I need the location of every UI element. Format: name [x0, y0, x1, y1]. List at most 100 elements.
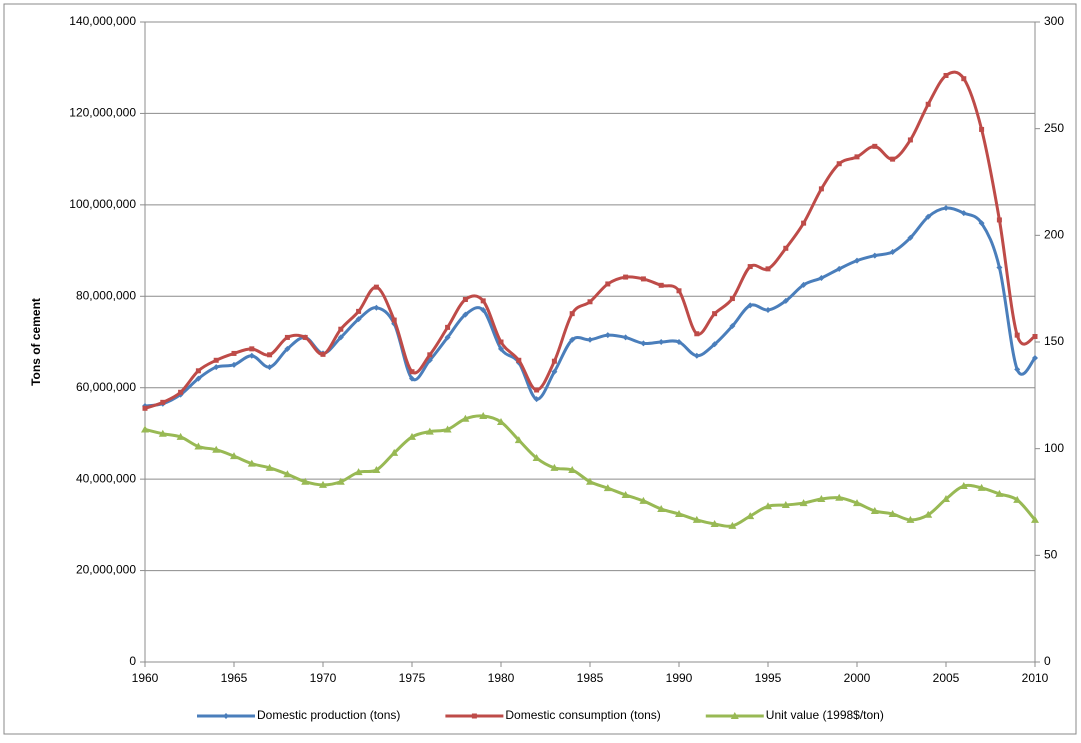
marker [427, 352, 433, 358]
marker [836, 265, 843, 272]
legend-label: Domestic production (tons) [257, 708, 400, 722]
marker [550, 463, 559, 471]
chart-border [3, 3, 1077, 735]
marker [212, 445, 221, 453]
marker [443, 425, 452, 433]
marker [711, 341, 718, 348]
legend-label: Unit value (1998$/ton) [766, 708, 884, 722]
x-tick-label: 1965 [221, 671, 248, 685]
x-tick-label: 1995 [755, 671, 782, 685]
marker [640, 340, 647, 347]
marker [961, 76, 967, 82]
marker [471, 713, 477, 719]
marker [906, 515, 915, 523]
marker [746, 512, 755, 520]
marker [533, 396, 540, 403]
marker [230, 452, 238, 460]
marker [249, 346, 255, 352]
x-tick-label: 1990 [666, 671, 693, 685]
marker [872, 143, 878, 149]
marker [569, 311, 575, 317]
marker [284, 334, 290, 340]
y2-tick-label: 150 [1044, 334, 1064, 348]
marker [267, 352, 273, 358]
marker [497, 418, 505, 425]
marker [568, 466, 577, 473]
x-tick-label: 2005 [933, 671, 960, 685]
marker [373, 284, 379, 290]
marker [996, 264, 1003, 271]
y-tick-label: 100,000,000 [69, 197, 136, 211]
marker [943, 72, 949, 78]
marker [925, 213, 932, 220]
marker [283, 470, 292, 478]
marker [195, 368, 201, 374]
marker [907, 234, 914, 241]
marker [284, 345, 291, 352]
marker [141, 425, 149, 433]
y-tick-label: 140,000,000 [69, 14, 136, 28]
marker [622, 334, 629, 341]
x-tick-label: 1985 [577, 671, 604, 685]
marker [176, 432, 185, 440]
marker [142, 405, 148, 411]
marker [551, 368, 558, 375]
x-tick-label: 2000 [844, 671, 871, 685]
marker [1032, 355, 1038, 361]
x-tick-label: 1975 [399, 671, 426, 685]
marker [372, 466, 381, 473]
marker [979, 126, 985, 132]
y2-tick-label: 300 [1044, 14, 1064, 28]
marker [693, 352, 700, 359]
marker [800, 281, 807, 288]
marker [231, 350, 237, 356]
marker [889, 248, 896, 255]
marker [160, 399, 166, 405]
marker [781, 500, 790, 508]
marker [1031, 515, 1039, 523]
marker [587, 299, 593, 305]
marker [231, 361, 237, 368]
marker [996, 217, 1002, 223]
marker [265, 463, 274, 471]
y-tick-label: 0 [129, 654, 136, 668]
marker [223, 713, 229, 719]
marker [995, 489, 1004, 497]
marker [302, 334, 308, 340]
marker [692, 515, 701, 523]
marker [959, 482, 968, 489]
marker [835, 493, 844, 501]
marker [1032, 334, 1038, 340]
marker [319, 480, 327, 488]
y-axis-title: Tons of cement [29, 298, 43, 386]
marker [765, 307, 771, 313]
marker [514, 436, 523, 444]
marker [799, 499, 808, 507]
marker [462, 296, 468, 302]
marker [729, 323, 736, 329]
marker [925, 101, 931, 107]
marker [462, 311, 469, 318]
marker [337, 334, 344, 341]
marker [764, 502, 772, 510]
y-tick-label: 80,000,000 [76, 288, 136, 302]
marker [942, 495, 950, 503]
marker [728, 521, 737, 529]
marker [409, 375, 415, 382]
marker [534, 387, 540, 393]
marker [765, 266, 771, 272]
marker [605, 281, 611, 287]
marker [676, 288, 682, 294]
marker [320, 351, 326, 357]
marker [710, 519, 719, 527]
x-tick-label: 1960 [132, 671, 159, 685]
marker [1014, 366, 1021, 373]
marker [730, 712, 739, 719]
marker [213, 364, 220, 371]
marker [977, 483, 986, 491]
marker [1014, 332, 1020, 338]
marker [587, 336, 593, 343]
y2-tick-label: 100 [1044, 441, 1064, 455]
marker [266, 364, 273, 371]
marker [943, 205, 949, 212]
